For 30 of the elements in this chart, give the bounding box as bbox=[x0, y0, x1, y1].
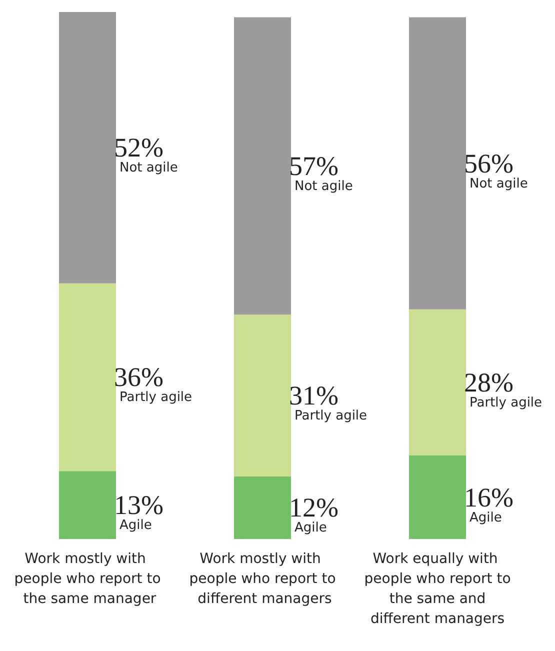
series-label: Partly agile bbox=[120, 390, 192, 406]
x-tick-label: Work mostly with people who report to different managers bbox=[189, 551, 336, 607]
text: Not agile bbox=[470, 176, 528, 192]
data-label: 52% bbox=[114, 132, 164, 163]
series-label: Not agile bbox=[120, 160, 178, 176]
data-label: 57% bbox=[289, 150, 338, 181]
series-label: Agile bbox=[120, 518, 152, 534]
bar bbox=[59, 283, 116, 472]
text: Agile bbox=[294, 520, 327, 536]
bar bbox=[409, 17, 466, 310]
bar bbox=[234, 476, 291, 539]
text: Partly agile bbox=[470, 395, 542, 410]
text: Not agile bbox=[294, 178, 353, 194]
x-tick-label: Work mostly with people who report to the same manager bbox=[14, 551, 161, 607]
data-label: 31% bbox=[289, 380, 338, 411]
data-label: 28% bbox=[464, 367, 514, 398]
bar bbox=[409, 309, 466, 456]
x-tick-label: Work equally with people who report to the same and different managers bbox=[364, 551, 511, 627]
data-label: 56% bbox=[464, 148, 514, 178]
data-label: 36% bbox=[114, 362, 164, 392]
text: Agile bbox=[470, 510, 502, 526]
bar bbox=[409, 456, 466, 539]
bar bbox=[234, 314, 291, 476]
bar bbox=[59, 471, 116, 539]
bar bbox=[234, 17, 291, 315]
data-label: 12% bbox=[289, 492, 338, 523]
text: Partly agile bbox=[294, 408, 368, 424]
data-label: 16% bbox=[464, 482, 514, 512]
bar bbox=[59, 12, 116, 284]
data-label: 13% bbox=[114, 490, 164, 520]
